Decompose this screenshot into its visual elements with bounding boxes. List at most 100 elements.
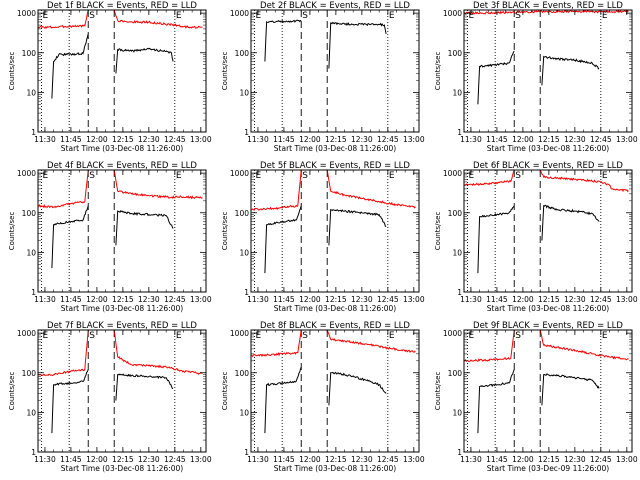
y-tick-label: 1000 <box>443 9 462 18</box>
x-tick-label: 12:00 <box>299 455 321 464</box>
panel-title: Det 3f BLACK = Events, RED = LLD <box>473 1 623 11</box>
marker-label: E <box>389 171 395 181</box>
y-tick-label: 10 <box>239 88 249 97</box>
x-tick-label: 13:00 <box>190 295 212 304</box>
x-tick-label: 12:00 <box>512 295 534 304</box>
x-tick-label: 12:30 <box>351 295 373 304</box>
x-tick-label: 13:00 <box>403 135 425 144</box>
marker-label: E <box>468 331 474 341</box>
x-tick-label: 12:15 <box>325 455 347 464</box>
plot-frame <box>37 169 207 293</box>
y-tick-label: 1 <box>244 128 249 137</box>
x-tick-label: 12:45 <box>164 135 186 144</box>
events-trace <box>477 50 515 105</box>
x-tick-label: 13:00 <box>190 455 212 464</box>
y-tick-label: 1 <box>457 288 462 297</box>
lld-trace <box>464 330 515 363</box>
events-trace <box>328 21 387 69</box>
x-tick-label: 13:00 <box>616 455 638 464</box>
x-axis-label: Start Time (03-Dec-08 11:26:00) <box>61 144 183 153</box>
x-tick-label: 13:00 <box>403 295 425 304</box>
x-tick-label: 11:45 <box>486 295 508 304</box>
events-trace <box>541 373 600 406</box>
x-axis-label: Start Time (03-Dec-08 11:26:00) <box>487 304 609 313</box>
panel-title: Det 8f BLACK = Events, RED = LLD <box>260 321 410 331</box>
x-tick-label: 12:45 <box>377 295 399 304</box>
y-axis-label: Counts/sec <box>434 52 442 91</box>
x-tick-label: 12:45 <box>377 455 399 464</box>
x-tick-label: 12:00 <box>86 295 108 304</box>
lld-trace <box>38 330 89 377</box>
panel-title: Det 1f BLACK = Events, RED = LLD <box>47 1 197 11</box>
x-tick-label: 12:15 <box>112 455 134 464</box>
marker-label: E <box>468 11 474 21</box>
x-axis-label: Start Time (03-Dec-09 11:26:00) <box>487 464 609 473</box>
marker-label: S <box>515 11 521 21</box>
y-tick-label: 1 <box>31 128 36 137</box>
panel-title: Det 7f BLACK = Events, RED = LLD <box>47 321 197 331</box>
marker-label: E <box>176 171 182 181</box>
plot-frame <box>463 329 633 453</box>
x-tick-label: 12:15 <box>112 135 134 144</box>
x-tick-label: 11:45 <box>273 135 295 144</box>
x-tick-label: 12:45 <box>590 295 612 304</box>
x-tick-label: 11:45 <box>60 295 82 304</box>
plot-frame <box>463 169 633 293</box>
y-tick-label: 1000 <box>443 169 462 178</box>
x-tick-label: 11:30 <box>34 295 56 304</box>
plot-frame <box>250 329 420 453</box>
y-tick-label: 100 <box>448 209 463 218</box>
marker-label: E <box>42 11 48 21</box>
x-tick-label: 12:30 <box>564 295 586 304</box>
x-tick-label: 12:00 <box>512 135 534 144</box>
x-tick-label: 12:45 <box>164 455 186 464</box>
x-tick-label: 11:30 <box>247 135 269 144</box>
events-trace <box>541 204 600 241</box>
lld-trace <box>539 170 629 193</box>
x-tick-label: 12:15 <box>538 455 560 464</box>
marker-label: E <box>42 331 48 341</box>
events-trace <box>541 55 600 86</box>
x-tick-label: 12:30 <box>138 295 160 304</box>
x-tick-label: 12:30 <box>351 135 373 144</box>
marker-label: E <box>602 171 608 181</box>
lld-trace <box>113 10 203 29</box>
y-axis-label: Counts/sec <box>8 212 16 251</box>
y-tick-label: 10 <box>26 408 36 417</box>
events-trace <box>477 369 515 434</box>
y-tick-label: 1000 <box>443 329 462 338</box>
lld-trace <box>464 170 515 187</box>
x-tick-label: 12:30 <box>564 455 586 464</box>
events-trace <box>264 366 302 434</box>
y-tick-label: 1 <box>457 128 462 137</box>
x-tick-label: 12:00 <box>512 455 534 464</box>
x-tick-label: 11:45 <box>486 455 508 464</box>
x-tick-label: 12:45 <box>590 135 612 144</box>
y-tick-label: 1 <box>244 288 249 297</box>
x-tick-label: 12:30 <box>564 135 586 144</box>
x-axis-label: Start Time (03-Dec-08 11:26:00) <box>61 464 183 473</box>
events-trace <box>51 33 89 99</box>
events-trace <box>115 373 174 401</box>
y-tick-label: 100 <box>22 369 37 378</box>
x-tick-label: 11:45 <box>60 455 82 464</box>
plot-frame <box>250 169 420 293</box>
y-tick-label: 1 <box>457 448 462 457</box>
marker-label: E <box>176 331 182 341</box>
marker-label: E <box>42 171 48 181</box>
y-tick-label: 10 <box>239 408 249 417</box>
panel-title: Det 4f BLACK = Events, RED = LLD <box>47 161 197 171</box>
x-tick-label: 11:30 <box>247 295 269 304</box>
x-tick-label: 11:45 <box>60 135 82 144</box>
marker-label: S <box>302 11 308 21</box>
panel-title: Det 2f BLACK = Events, RED = LLD <box>260 1 410 11</box>
x-axis-label: Start Time (03-Dec-08 11:26:00) <box>61 304 183 313</box>
y-tick-label: 10 <box>26 88 36 97</box>
